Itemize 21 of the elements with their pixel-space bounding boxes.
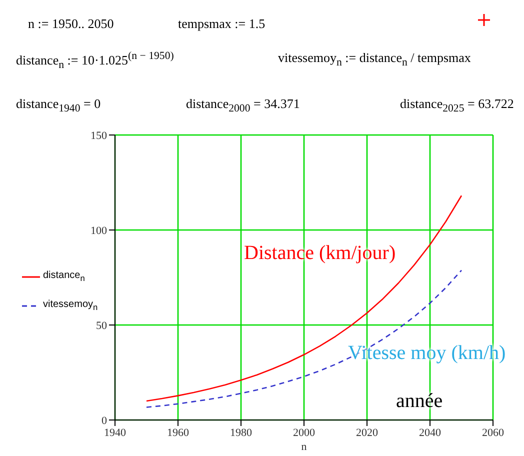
text: distance$_{1940}$ = 0 xyxy=(16,96,101,115)
y-tick-label: 50 xyxy=(96,320,108,332)
text: distance$_{2000}$ = 34.371 xyxy=(186,96,300,115)
x-tick-label: 2020 xyxy=(356,426,378,439)
text: vitessemoy$_{n}$ := distance$_{n}$ / tempsmax xyxy=(278,50,471,69)
y-tick-label: 0 xyxy=(102,414,108,427)
x-axis-title: n xyxy=(301,441,308,453)
x-tick-label: 2040 xyxy=(419,426,442,439)
x-tick-label: 1940 xyxy=(104,426,126,439)
y-tick-label: 150 xyxy=(90,130,108,142)
x-tick-label: 1960 xyxy=(167,426,190,439)
text: tempsmax := 1.5 xyxy=(178,16,266,32)
x-tick-label: 1980 xyxy=(230,426,252,439)
y-tick-label: 100 xyxy=(90,224,108,237)
legend-label: distance$_{n}$ xyxy=(43,270,85,283)
x-tick-label: 2000 xyxy=(293,426,316,439)
x-tick-label: 2060 xyxy=(482,426,504,439)
legend-label: vitessemoy$_{n}$ xyxy=(43,299,98,312)
text: distance$_{n}$ := 10·1.025$^{(n − 1950)}$ xyxy=(16,50,174,71)
text: n := 1950.. 2050 xyxy=(28,16,114,32)
text: distance$_{2025}$ = 63.722 xyxy=(400,96,514,115)
